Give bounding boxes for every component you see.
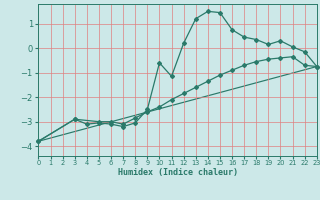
X-axis label: Humidex (Indice chaleur): Humidex (Indice chaleur): [118, 168, 238, 177]
